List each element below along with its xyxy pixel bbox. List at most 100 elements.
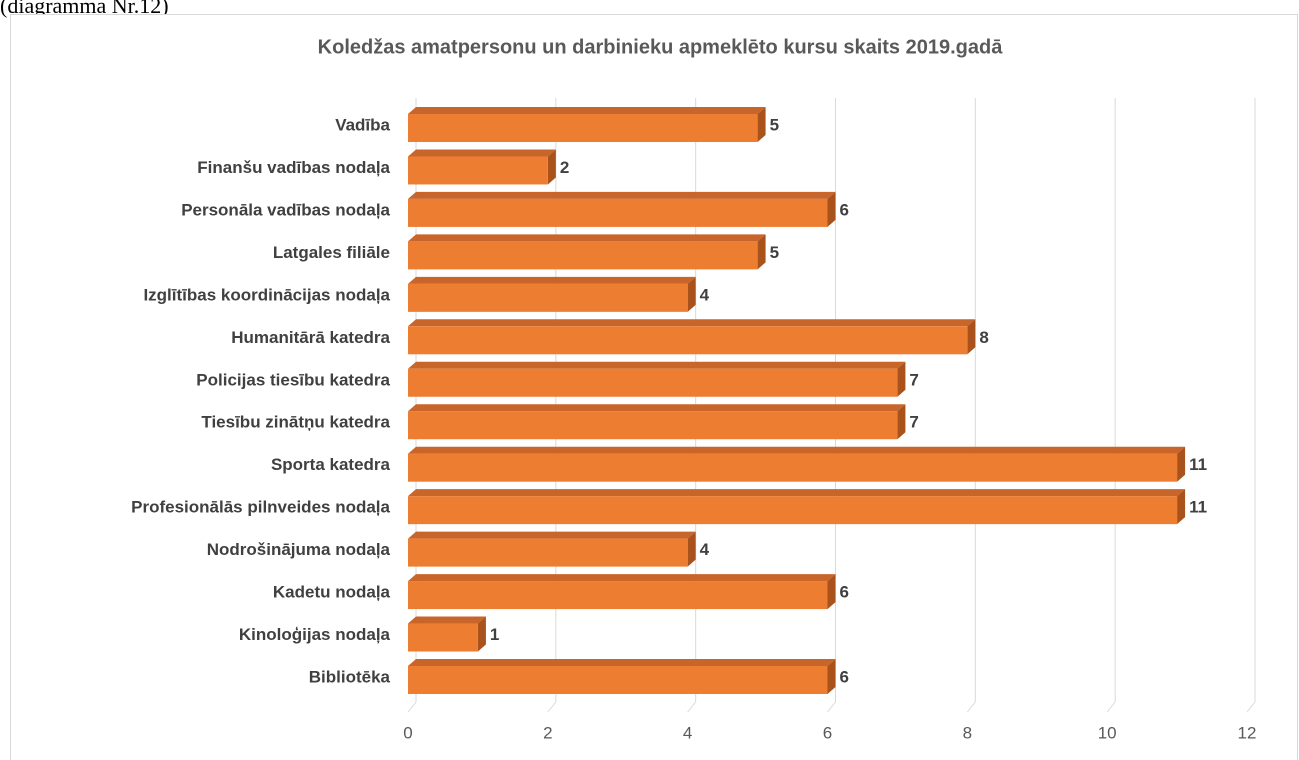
bar-front: [408, 326, 968, 355]
bar-front: [408, 156, 548, 185]
bar-side: [827, 574, 836, 610]
x-tick-label: 6: [823, 723, 832, 742]
bar-top: [408, 659, 836, 666]
data-label: 7: [909, 413, 918, 432]
y-tick-label: Humanitārā katedra: [231, 328, 390, 347]
bar-side: [687, 531, 696, 567]
bar-front: [408, 623, 478, 652]
bar: [408, 489, 1186, 525]
data-label: 11: [1189, 455, 1207, 474]
data-label: 4: [700, 285, 710, 304]
data-label: 7: [909, 370, 918, 389]
grid-line-floor: [1106, 701, 1116, 713]
bar: [408, 107, 766, 142]
bar-front: [408, 241, 758, 270]
bar-top: [408, 276, 696, 284]
bar: [408, 361, 906, 397]
bar: [408, 574, 836, 610]
y-tick-label: Tiesību zinātņu katedra: [201, 413, 390, 432]
bar-top: [408, 149, 556, 157]
bar-top: [408, 446, 1186, 454]
data-label: 6: [840, 583, 849, 602]
bar-top: [408, 191, 836, 199]
x-tick-label: 0: [403, 723, 412, 742]
y-tick-label: Profesionālās pilnveides nodaļa: [131, 498, 390, 517]
bar-top: [408, 361, 906, 369]
bar: [408, 446, 1186, 482]
bar-top: [408, 404, 906, 412]
bar-top: [408, 489, 1186, 497]
bar-top: [408, 107, 766, 114]
bar-top: [408, 319, 976, 327]
bar-top: [408, 574, 836, 582]
data-label: 6: [840, 200, 849, 219]
bar: [408, 404, 906, 440]
bar-front: [408, 453, 1178, 482]
bar-side: [757, 234, 766, 270]
y-tick-label: Vadība: [335, 115, 390, 134]
data-label: 2: [560, 158, 569, 177]
bar-side: [1177, 446, 1186, 482]
grid-line-floor: [547, 701, 557, 713]
bar: [408, 276, 696, 312]
data-label: 6: [840, 667, 849, 686]
bar-side: [477, 616, 486, 652]
bar-front: [408, 538, 688, 567]
data-label: 5: [770, 243, 779, 262]
data-label: 5: [770, 115, 779, 134]
bar-side: [827, 659, 836, 694]
bar-front: [408, 581, 828, 610]
caption: (diagramma Nr.12): [0, 0, 169, 18]
bar-front: [408, 198, 828, 227]
y-tick-label: Personāla vadības nodaļa: [181, 200, 390, 219]
bar-front: [408, 666, 828, 694]
grid-line-floor: [407, 701, 417, 713]
bar-top: [408, 234, 766, 242]
data-label: 1: [490, 625, 499, 644]
bar: [408, 531, 696, 567]
bar-side: [827, 191, 836, 227]
bar: [408, 319, 976, 355]
data-label: 11: [1189, 498, 1207, 517]
bar-top: [408, 616, 486, 624]
chart-title: Koledžas amatpersonu un darbinieku apmek…: [318, 36, 1004, 58]
bar-side: [897, 404, 906, 440]
bar-front: [408, 283, 688, 312]
x-tick-label: 8: [963, 723, 972, 742]
y-tick-label: Policijas tiesību katedra: [196, 370, 390, 389]
y-tick-label: Finanšu vadības nodaļa: [197, 158, 390, 177]
bar-side: [687, 276, 696, 312]
y-tick-label: Latgales filiāle: [273, 243, 390, 262]
y-tick-label: Nodrošinājuma nodaļa: [207, 540, 391, 559]
y-tick-label: Kinoloģijas nodaļa: [239, 625, 391, 644]
bar: [408, 234, 766, 270]
grid-line-floor: [827, 701, 836, 713]
x-tick-label: 4: [683, 723, 692, 742]
data-label: 8: [979, 328, 988, 347]
bar-side: [1177, 489, 1186, 525]
bar: [408, 191, 836, 227]
bar-top: [408, 531, 696, 539]
bar-front: [408, 368, 898, 397]
bar-side: [757, 107, 766, 142]
bar-side: [967, 319, 976, 355]
grid-line-floor: [687, 701, 697, 713]
bar-side: [547, 149, 556, 185]
bar-front: [408, 411, 898, 440]
bar: [408, 616, 486, 652]
bar-side: [897, 361, 906, 397]
y-tick-label: Sporta katedra: [271, 455, 391, 474]
data-label: 4: [700, 540, 710, 559]
y-tick-label: Bibliotēka: [309, 667, 391, 686]
x-tick-label: 12: [1238, 723, 1257, 742]
y-tick-label: Izglītības koordinācijas nodaļa: [143, 285, 390, 304]
grid-line-floor: [966, 701, 976, 713]
y-tick-label: Kadetu nodaļa: [273, 583, 391, 602]
x-tick-label: 2: [543, 723, 552, 742]
bar-front: [408, 496, 1178, 525]
bar-front: [408, 114, 758, 142]
bar: [408, 659, 836, 694]
x-tick-label: 10: [1098, 723, 1117, 742]
